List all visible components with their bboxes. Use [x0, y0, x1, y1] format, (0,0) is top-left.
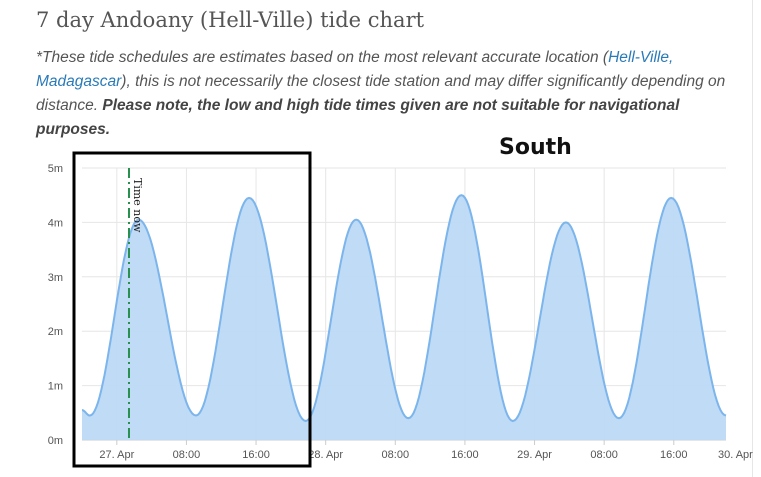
y-tick-label: 5m [48, 163, 63, 175]
time-now-label: Time now [131, 178, 144, 233]
tide-area [82, 195, 726, 440]
y-tick-label: 1m [48, 381, 63, 393]
x-tick-label: 08:00 [590, 449, 618, 461]
tide-line [82, 194, 727, 423]
y-tick-label: 2m [48, 326, 63, 338]
x-tick-label: 30. Apr [718, 449, 753, 461]
time-now-marker: Time now [127, 168, 144, 440]
navigation-warning: Please note, the low and high tide times… [36, 97, 680, 138]
note-suffix: ), this is not necessarily the closest t… [36, 73, 726, 114]
y-tick-label: 4m [48, 217, 63, 229]
y-tick-label: 0m [48, 435, 63, 447]
y-tick-label: 3m [48, 272, 63, 284]
x-tick-label: 16:00 [242, 449, 270, 461]
note-prefix: *These tide schedules are estimates base… [36, 49, 609, 66]
south-label: South [499, 135, 572, 160]
page-title: 7 day Andoany (Hell-Ville) tide chart [36, 8, 425, 32]
x-tick-label: 27. Apr [99, 449, 134, 461]
disclaimer-note: *These tide schedules are estimates base… [36, 46, 736, 142]
x-tick-label: 29. Apr [517, 449, 552, 461]
x-tick-label: 28. Apr [308, 449, 343, 461]
x-tick-label: 08:00 [382, 449, 410, 461]
x-tick-label: 16:00 [660, 449, 688, 461]
x-tick-label: 16:00 [451, 449, 479, 461]
south-highlight-box [72, 151, 312, 468]
x-tick-label: 08:00 [173, 449, 201, 461]
location-link[interactable]: Hell-Ville, Madagascar [36, 49, 674, 90]
axes: 0m 1m 2m 3m 4m 5m 27. Apr 08:00 16:00 28. Apr 08:0… [48, 163, 753, 461]
content-border [752, 0, 753, 477]
